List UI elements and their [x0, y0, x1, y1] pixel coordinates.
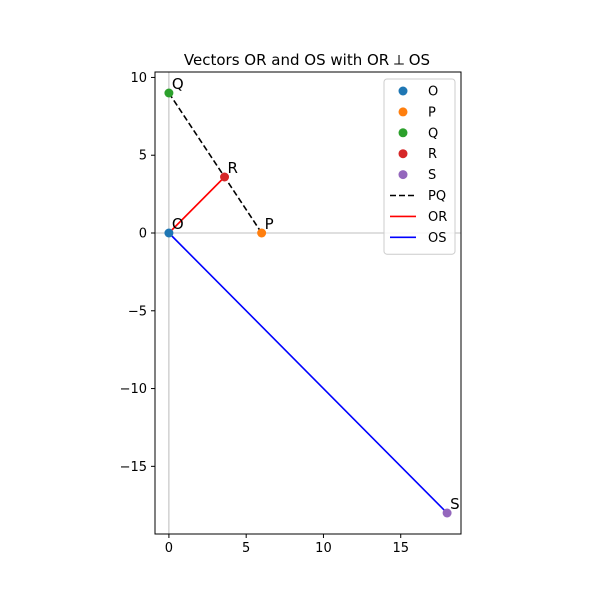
x-axis-ticks: 0 5 10 15 [165, 534, 409, 556]
x-tick-label: 10 [315, 541, 332, 556]
point-label-p: P [265, 215, 274, 233]
legend-label-p: P [428, 105, 436, 120]
line-os [168, 232, 448, 514]
line-or [168, 176, 226, 234]
legend-marker-p [398, 107, 408, 117]
point-label-s: S [450, 495, 460, 513]
legend-label-r: R [428, 147, 437, 162]
point-r [220, 172, 230, 182]
legend-label-q: Q [428, 126, 438, 141]
y-tick-label: −10 [120, 382, 147, 397]
legend-marker-o [398, 86, 408, 96]
legend-marker-s [398, 170, 408, 180]
chart-title: Vectors OR and OS with OR ⟂ OS [184, 51, 430, 69]
legend-label-s: S [428, 168, 436, 183]
y-tick-label: −15 [120, 460, 147, 475]
point-q [164, 88, 174, 98]
legend-label-pq: PQ [428, 189, 446, 204]
legend-label-or: OR [428, 210, 447, 225]
plot-frame [154, 71, 462, 535]
point-p [257, 228, 267, 238]
line-pq [168, 92, 263, 234]
x-tick-label: 0 [165, 541, 173, 556]
point-label-q: Q [172, 75, 184, 93]
y-tick-label: 5 [139, 149, 147, 164]
y-axis-ticks: 10 5 0 −5 −10 −15 [120, 71, 155, 475]
points [164, 88, 452, 518]
point-label-r: R [228, 159, 238, 177]
legend-marker-r [398, 149, 408, 159]
y-tick-label: 0 [139, 227, 147, 242]
y-tick-label: 10 [130, 71, 147, 86]
legend-label-os: OS [428, 231, 446, 246]
y-tick-label: −5 [128, 304, 147, 319]
x-tick-label: 5 [242, 541, 250, 556]
legend-box [383, 78, 456, 255]
point-o [164, 228, 174, 238]
legend-label-o: O [428, 85, 438, 100]
x-tick-label: 15 [392, 541, 409, 556]
series-lines [168, 92, 448, 514]
point-label-o: O [172, 215, 184, 233]
legend-marker-q [398, 128, 408, 138]
point-s [442, 508, 452, 518]
